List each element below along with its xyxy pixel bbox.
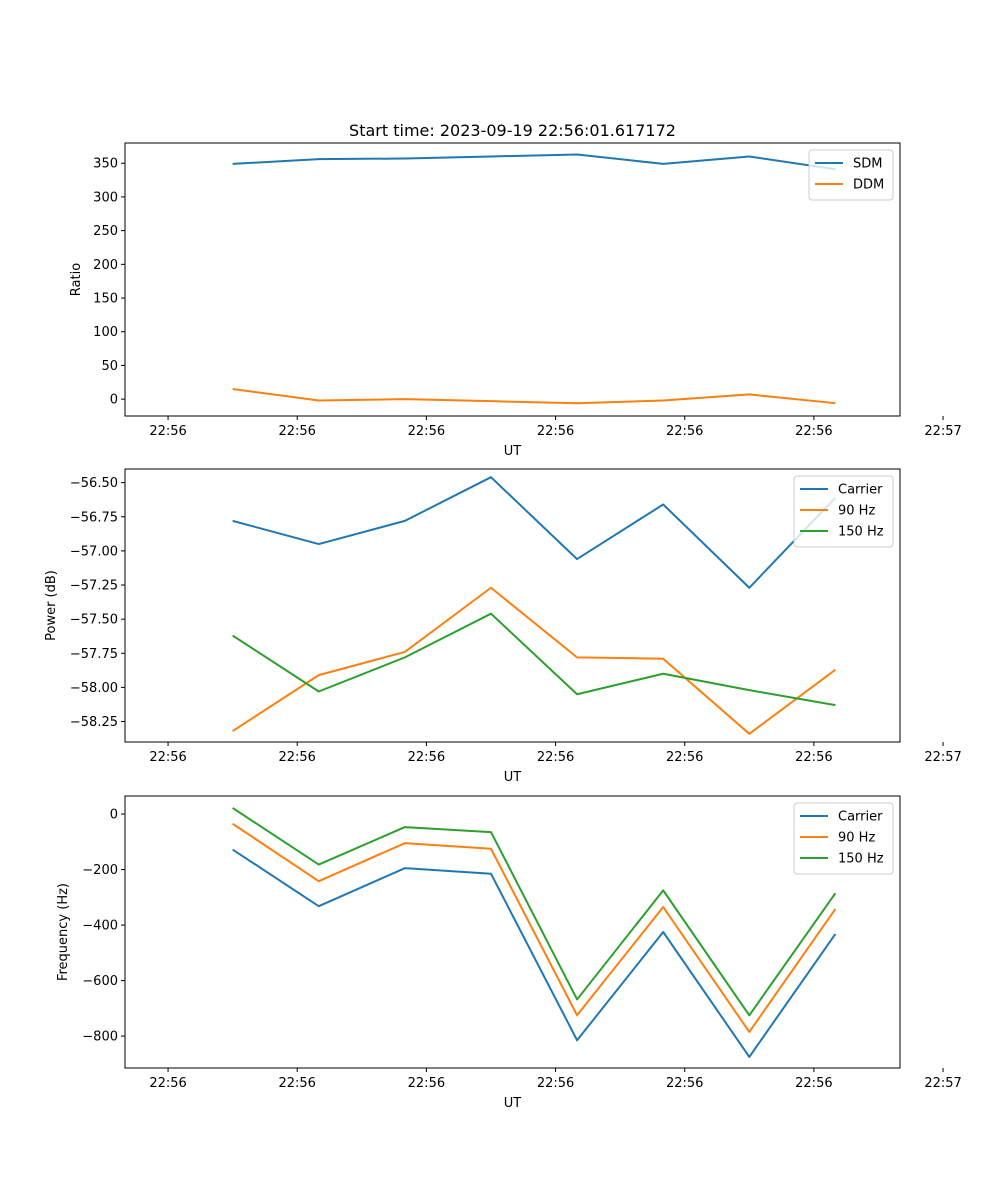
series-line-150-hz bbox=[232, 807, 837, 1017]
y-tick-label: −57.25 bbox=[70, 579, 118, 594]
y-tick-label: −58.00 bbox=[70, 681, 118, 696]
x-tick-label: 22:56 bbox=[795, 424, 832, 439]
series-line-90-hz bbox=[232, 822, 837, 1033]
x-tick-label: 22:56 bbox=[149, 1076, 186, 1091]
y-tick-label: 100 bbox=[93, 325, 118, 340]
y-tick-label: −58.25 bbox=[70, 715, 118, 730]
x-tick-label: 22:56 bbox=[408, 424, 445, 439]
legend: Carrier 90 Hz 150 Hz bbox=[793, 475, 894, 548]
x-tick-label: 22:56 bbox=[537, 750, 574, 765]
y-tick-label: −57.75 bbox=[70, 647, 118, 662]
x-tick-label: 22:56 bbox=[666, 750, 703, 765]
x-axis-label: UT bbox=[504, 444, 522, 459]
panel-1: 22:56 22:56 22:56 22:56 22:56 22:56 22:57 0 50 10… bbox=[69, 121, 962, 459]
x-tick-label: 22:57 bbox=[924, 750, 961, 765]
series-line-carrier bbox=[232, 848, 837, 1058]
x-tick-label: 22:56 bbox=[408, 1076, 445, 1091]
x-tick-label: 22:56 bbox=[278, 1076, 315, 1091]
y-tick-label: −56.50 bbox=[70, 476, 118, 491]
y-tick-label: −400 bbox=[82, 919, 118, 934]
x-tick-label: 22:57 bbox=[924, 1076, 961, 1091]
x-tick-label: 22:56 bbox=[795, 750, 832, 765]
y-tick-label: 0 bbox=[110, 393, 118, 408]
x-tick-label: 22:56 bbox=[795, 1076, 832, 1091]
x-tick-label: 22:56 bbox=[278, 424, 315, 439]
y-tick-label: −600 bbox=[82, 974, 118, 989]
y-tick-label: −800 bbox=[82, 1030, 118, 1045]
y-tick-label: 50 bbox=[101, 359, 118, 374]
legend-label: 90 Hz bbox=[838, 504, 875, 519]
x-tick-label: 22:56 bbox=[666, 1076, 703, 1091]
panel-3: 22:56 22:56 22:56 22:56 22:56 22:56 22:57 −800 −… bbox=[56, 795, 962, 1111]
panel-2: 22:56 22:56 22:56 22:56 22:56 22:56 22:57 −58.2… bbox=[44, 468, 962, 785]
series-line-90-hz bbox=[232, 586, 837, 735]
chart-title: Start time: 2023-09-19 22:56:01.617172 bbox=[349, 121, 676, 140]
x-axis-label: UT bbox=[504, 1096, 522, 1111]
legend-label: DDM bbox=[853, 178, 884, 193]
legend: SDM DDM bbox=[808, 149, 894, 201]
plot-area-frame bbox=[124, 142, 901, 417]
legend-label: 90 Hz bbox=[838, 831, 875, 846]
y-tick-label: −56.75 bbox=[70, 510, 118, 525]
series-line-ddm bbox=[232, 388, 836, 405]
x-tick-label: 22:56 bbox=[149, 750, 186, 765]
y-axis-label: Power (dB) bbox=[44, 570, 59, 641]
x-tick-label: 22:56 bbox=[537, 424, 574, 439]
y-axis-label: Frequency (Hz) bbox=[56, 883, 71, 981]
x-axis-label: UT bbox=[504, 770, 522, 785]
series-line-carrier bbox=[232, 476, 837, 589]
y-tick-label: 0 bbox=[110, 808, 118, 823]
legend-box bbox=[793, 802, 894, 875]
y-tick-label: −57.00 bbox=[70, 544, 118, 559]
legend-label: 150 Hz bbox=[838, 852, 884, 867]
y-axis-label: Ratio bbox=[69, 263, 84, 296]
legend: Carrier 90 Hz 150 Hz bbox=[793, 802, 894, 875]
legend-label: Carrier bbox=[838, 483, 883, 498]
x-tick-label: 22:56 bbox=[666, 424, 703, 439]
series-line-150-hz bbox=[232, 612, 836, 707]
legend-label: 150 Hz bbox=[838, 525, 884, 540]
y-tick-label: 250 bbox=[93, 224, 118, 239]
legend-label: Carrier bbox=[838, 810, 883, 825]
y-tick-label: −57.50 bbox=[70, 613, 118, 628]
x-tick-label: 22:56 bbox=[408, 750, 445, 765]
legend-label: SDM bbox=[853, 157, 882, 172]
y-tick-label: 150 bbox=[93, 292, 118, 307]
x-tick-label: 22:56 bbox=[149, 424, 186, 439]
y-tick-label: 300 bbox=[93, 190, 118, 205]
y-tick-label: 350 bbox=[93, 157, 118, 172]
legend-box bbox=[793, 475, 894, 548]
x-tick-label: 22:56 bbox=[537, 1076, 574, 1091]
series-line-sdm bbox=[232, 153, 836, 171]
x-tick-label: 22:56 bbox=[278, 750, 315, 765]
y-tick-label: −200 bbox=[82, 863, 118, 878]
plot-area-frame bbox=[124, 795, 901, 1069]
y-tick-label: 200 bbox=[93, 258, 118, 273]
plot-area-frame bbox=[124, 468, 901, 743]
x-tick-label: 22:57 bbox=[924, 424, 961, 439]
